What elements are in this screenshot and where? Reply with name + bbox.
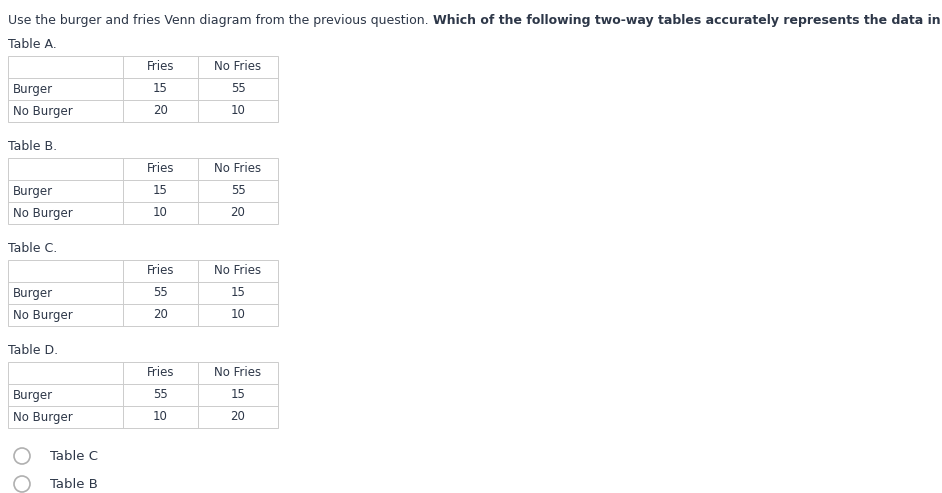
Text: No Burger: No Burger	[13, 309, 73, 321]
Bar	[8, 158, 278, 224]
Text: Fries: Fries	[147, 61, 174, 73]
Text: No Fries: No Fries	[215, 61, 262, 73]
Text: 55: 55	[231, 82, 245, 96]
Text: 15: 15	[153, 184, 168, 198]
Bar	[8, 362, 278, 428]
Text: 15: 15	[231, 388, 246, 401]
Text: Which of the following two-way tables accurately represents the data in the Venn: Which of the following two-way tables ac…	[432, 14, 942, 27]
Bar	[8, 260, 278, 326]
Text: 10: 10	[153, 207, 168, 219]
Text: 20: 20	[231, 411, 246, 423]
Text: Table B.: Table B.	[8, 140, 57, 153]
Text: No Fries: No Fries	[215, 265, 262, 278]
Text: Burger: Burger	[13, 286, 53, 300]
Text: 55: 55	[154, 388, 168, 401]
Text: 15: 15	[231, 286, 246, 300]
Text: No Burger: No Burger	[13, 207, 73, 219]
Text: Burger: Burger	[13, 184, 53, 198]
Text: No Burger: No Burger	[13, 411, 73, 423]
Bar	[8, 56, 278, 122]
Text: 10: 10	[231, 105, 246, 117]
Text: No Fries: No Fries	[215, 163, 262, 176]
Text: Fries: Fries	[147, 366, 174, 380]
Text: Burger: Burger	[13, 82, 53, 96]
Text: 15: 15	[153, 82, 168, 96]
Text: Use the burger and fries Venn diagram from the previous question.: Use the burger and fries Venn diagram fr…	[8, 14, 432, 27]
Text: 20: 20	[153, 309, 168, 321]
Text: 55: 55	[154, 286, 168, 300]
Text: 55: 55	[231, 184, 245, 198]
Text: Table B: Table B	[50, 478, 98, 491]
Text: 20: 20	[153, 105, 168, 117]
Text: 10: 10	[153, 411, 168, 423]
Text: Table D.: Table D.	[8, 344, 58, 357]
Text: No Fries: No Fries	[215, 366, 262, 380]
Text: Burger: Burger	[13, 388, 53, 401]
Text: Table A.: Table A.	[8, 38, 57, 51]
Text: 10: 10	[231, 309, 246, 321]
Text: Fries: Fries	[147, 163, 174, 176]
Text: Fries: Fries	[147, 265, 174, 278]
Text: Table C.: Table C.	[8, 242, 57, 255]
Text: 20: 20	[231, 207, 246, 219]
Text: Table C: Table C	[50, 450, 98, 462]
Text: No Burger: No Burger	[13, 105, 73, 117]
